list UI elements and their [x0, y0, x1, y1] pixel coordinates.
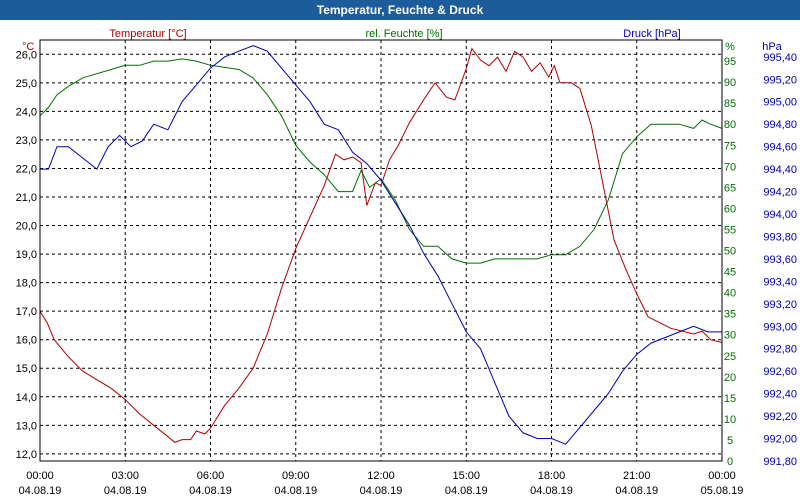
series-line-temperature: [39, 47, 723, 443]
pressure-tick-label: 994,80: [763, 119, 797, 131]
humidity-tick-label: 60: [724, 203, 736, 215]
humidity-tick-label: 40: [724, 288, 736, 300]
temperature-tick-label: 23,0: [16, 135, 37, 147]
pressure-tick-label: 994,00: [763, 209, 797, 221]
pressure-tick-label: 992,60: [763, 366, 797, 378]
x-tick-date: 04.08.19: [274, 485, 317, 497]
pressure-axis-title: Druck [hPa]: [623, 28, 680, 40]
pressure-tick-label: 993,20: [763, 299, 797, 311]
chart: °C Temperatur [°C] rel. Feuchte [%] % Dr…: [16, 28, 797, 497]
pressure-tick-label: 993,60: [763, 254, 797, 266]
x-tick-time: 18:00: [538, 470, 566, 482]
humidity-tick-label: 95: [724, 56, 736, 68]
pressure-tick-label: 991,80: [763, 456, 797, 468]
temperature-tick-label: 26,0: [16, 49, 37, 61]
temperature-tick-label: 19,0: [16, 249, 37, 261]
x-tick-time: 21:00: [623, 470, 651, 482]
humidity-tick-label: 25: [724, 351, 736, 363]
temperature-tick-label: 12,0: [16, 449, 37, 461]
pressure-tick-label: 992,20: [763, 411, 797, 423]
x-tick-date: 04.08.19: [615, 485, 658, 497]
pressure-tick-label: 994,60: [763, 142, 797, 154]
temperature-tick-label: 14,0: [16, 392, 37, 404]
series-line-humidity: [39, 58, 723, 264]
pressure-unit-label: hPa: [762, 41, 782, 53]
humidity-tick-label: 0: [727, 456, 733, 468]
temperature-tick-label: 24,0: [16, 106, 37, 118]
humidity-tick-label: 5: [727, 435, 733, 447]
pressure-tick-label: 993,80: [763, 231, 797, 243]
humidity-tick-label: 45: [724, 267, 736, 279]
x-tick-date: 04.08.19: [360, 485, 403, 497]
window-title: Temperatur, Feuchte & Druck: [0, 0, 800, 20]
pressure-tick-label: 993,40: [763, 276, 797, 288]
pressure-tick-label: 995,20: [763, 74, 797, 86]
humidity-tick-label: 70: [724, 161, 736, 173]
pressure-tick-label: 992,80: [763, 344, 797, 356]
temperature-tick-label: 17,0: [16, 306, 37, 318]
humidity-tick-label: 15: [724, 393, 736, 405]
x-tick-date: 05.08.19: [701, 485, 744, 497]
x-tick-date: 04.08.19: [445, 485, 488, 497]
x-tick-date: 04.08.19: [104, 485, 147, 497]
x-tick-date: 04.08.19: [19, 485, 62, 497]
temperature-unit-label: °C: [22, 41, 34, 53]
x-tick-labels: 00:00 04.08.19 03:00 04.08.19 06:00 04.08.19 0…: [19, 470, 744, 497]
humidity-tick-label: 35: [724, 309, 736, 321]
humidity-tick-label: 30: [724, 330, 736, 342]
series-lines: [39, 45, 723, 445]
temperature-tick-label: 13,0: [16, 420, 37, 432]
x-tick-time: 12:00: [367, 470, 395, 482]
pressure-tick-label: 994,20: [763, 187, 797, 199]
series-line-pressure: [40, 45, 722, 445]
humidity-tick-label: 50: [724, 246, 736, 258]
plot-frame: [39, 39, 723, 462]
temperature-tick-label: 16,0: [16, 335, 37, 347]
temperature-tick-label: 25,0: [16, 78, 37, 90]
temperature-tick-label: 15,0: [16, 363, 37, 375]
x-tick-time: 06:00: [197, 470, 225, 482]
temperature-tick-label: 20,0: [16, 221, 37, 233]
x-tick-time: 15:00: [452, 470, 480, 482]
humidity-tick-label: 10: [724, 414, 736, 426]
pressure-tick-label: 995,00: [763, 97, 797, 109]
x-tick-time: 00:00: [26, 470, 54, 482]
x-tick-time: 03:00: [111, 470, 139, 482]
pressure-tick-label: 992,40: [763, 389, 797, 401]
humidity-axis-title: rel. Feuchte [%]: [365, 28, 442, 40]
chart-grid: [40, 40, 722, 461]
pressure-tick-label: 994,40: [763, 164, 797, 176]
humidity-unit-label: %: [725, 41, 735, 53]
pressure-tick-label: 995,40: [763, 52, 797, 64]
axis-labels: °C Temperatur [°C] rel. Feuchte [%] % Dr…: [22, 28, 783, 53]
y-tick-labels: 26,0 25,0 24,0 23,0 22,0 21,0 20,0 19,0 18,0 17,0…: [16, 49, 797, 468]
temperature-tick-label: 22,0: [16, 163, 37, 175]
x-tick-time: 00:00: [708, 470, 736, 482]
humidity-tick-label: 55: [724, 224, 736, 236]
humidity-tick-label: 80: [724, 119, 736, 131]
x-tick-time: 09:00: [282, 470, 310, 482]
humidity-tick-label: 65: [724, 182, 736, 194]
temperature-axis-title: Temperatur [°C]: [109, 28, 186, 40]
humidity-tick-label: 75: [724, 140, 736, 152]
humidity-tick-label: 90: [724, 77, 736, 89]
humidity-tick-label: 85: [724, 98, 736, 110]
humidity-tick-label: 20: [724, 372, 736, 384]
pressure-tick-label: 993,00: [763, 321, 797, 333]
temperature-tick-label: 18,0: [16, 278, 37, 290]
x-tick-date: 04.08.19: [189, 485, 232, 497]
temperature-tick-label: 21,0: [16, 192, 37, 204]
x-tick-date: 04.08.19: [530, 485, 573, 497]
pressure-tick-label: 992,00: [763, 434, 797, 446]
